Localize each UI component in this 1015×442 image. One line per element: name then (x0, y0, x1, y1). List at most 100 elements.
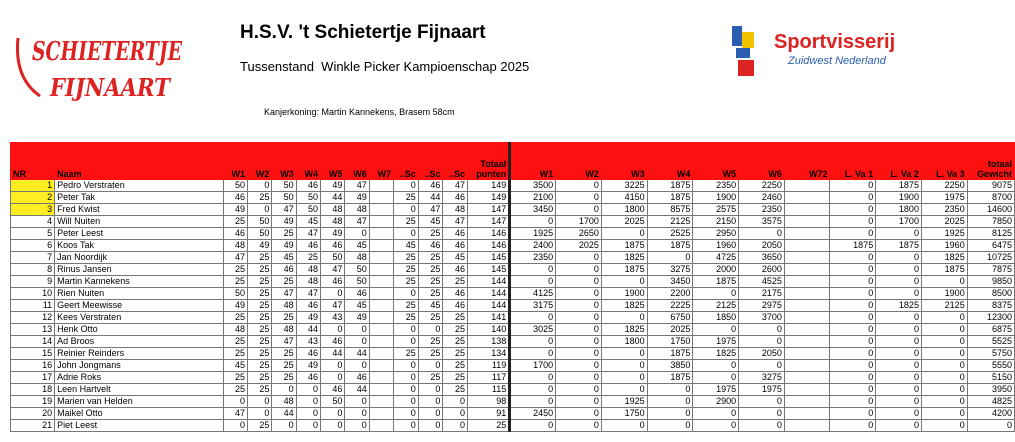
table-cell (783, 359, 831, 372)
table-cell: 0 (692, 359, 740, 372)
table-cell: Rinus Jansen (54, 263, 224, 276)
table-cell: 25 (417, 263, 444, 276)
table-cell: 98 (466, 395, 511, 408)
table-cell: 50 (320, 251, 346, 264)
table-cell: 0 (920, 335, 968, 348)
table-cell: 25 (417, 335, 444, 348)
table-row: 19 Marien van Helden 0 0 48 0 50 0 0 0 0 98 0 0 1925 0 2… (9, 395, 1015, 408)
column-header: NR (9, 142, 56, 180)
table-cell (368, 191, 395, 204)
table-cell: 0 (393, 227, 419, 240)
table-cell: 3950 (966, 383, 1015, 396)
table-cell: 46 (222, 227, 248, 240)
table-cell: 0 (646, 383, 694, 396)
table-cell: 0 (555, 275, 602, 288)
table-cell: 117 (466, 371, 511, 384)
table-cell: 0 (508, 395, 557, 408)
table-cell: 46 (320, 275, 346, 288)
table-cell: 25 (417, 275, 444, 288)
table-cell: 9850 (966, 275, 1015, 288)
table-cell: 46 (344, 371, 370, 384)
table-cell: 45 (295, 215, 322, 228)
table-cell: 25 (393, 299, 419, 312)
table-cell: 0 (555, 299, 602, 312)
column-header: W7 (368, 142, 395, 180)
table-cell: 0 (295, 407, 322, 420)
table-cell: 2200 (646, 287, 694, 300)
table-cell: 25 (295, 251, 322, 264)
table-row: 18 Leen Hartvelt 25 25 0 0 46 44 0 0 25 115 0 0 0 0 1975… (9, 383, 1015, 396)
table-cell: 45 (222, 359, 248, 372)
table-cell: 0 (555, 179, 602, 192)
table-cell: 25 (393, 215, 419, 228)
table-cell: 145 (466, 263, 511, 276)
table-cell: 0 (555, 395, 602, 408)
table-cell: 47 (271, 203, 297, 216)
table-cell: Henk Otto (54, 323, 224, 336)
table-cell: 46 (222, 191, 248, 204)
table-cell: 44 (320, 347, 346, 360)
table-cell: 1975 (920, 191, 968, 204)
table-cell: 0 (920, 383, 968, 396)
table-cell: 1825 (692, 347, 740, 360)
table-cell: 0 (417, 323, 444, 336)
table-cell (368, 419, 395, 432)
table-cell: 25 (442, 383, 468, 396)
table-cell: 1925 (920, 227, 968, 240)
table-cell: 46 (271, 263, 297, 276)
table-cell: 14 (9, 335, 56, 348)
table-cell: 45 (344, 299, 370, 312)
table-cell (368, 347, 395, 360)
table-cell: 48 (271, 323, 297, 336)
table-cell: 4125 (508, 287, 557, 300)
table-cell: 0 (600, 359, 648, 372)
table-cell: 25 (442, 347, 468, 360)
table-cell: 0 (875, 263, 922, 276)
table-cell: 45 (417, 215, 444, 228)
table-cell: 0 (508, 347, 557, 360)
table-cell: 46 (295, 179, 322, 192)
table-cell: 10725 (966, 251, 1015, 264)
table-cell: 0 (692, 419, 740, 432)
table-cell: 48 (344, 203, 370, 216)
table-cell: 15 (9, 347, 56, 360)
table-cell (368, 263, 395, 276)
table-cell: 50 (295, 191, 322, 204)
table-cell: 0 (829, 251, 877, 264)
table-cell: 0 (875, 359, 922, 372)
table-cell (783, 263, 831, 276)
table-cell: 0 (875, 419, 922, 432)
table-cell: 2025 (646, 323, 694, 336)
table-cell: 1875 (692, 275, 740, 288)
table-cell (783, 287, 831, 300)
table-cell: 25 (246, 287, 273, 300)
table-cell: 25 (393, 347, 419, 360)
table-cell: 1700 (508, 359, 557, 372)
table-cell: 141 (466, 311, 511, 324)
column-header: W72 (783, 142, 831, 180)
table-cell: 2050 (738, 239, 785, 252)
table-cell: 140 (466, 323, 511, 336)
table-cell: 0 (829, 275, 877, 288)
column-header: W2 (246, 142, 273, 180)
table-cell: 47 (222, 407, 248, 420)
table-cell: 25 (246, 335, 273, 348)
table-cell: 0 (393, 203, 419, 216)
table-cell: Jan Noordijk (54, 251, 224, 264)
table-cell: 1850 (692, 311, 740, 324)
table-cell: 25 (246, 191, 273, 204)
table-cell: 2 (9, 191, 56, 204)
table-cell: 1975 (692, 383, 740, 396)
table-cell: 1700 (555, 215, 602, 228)
table-cell: 2000 (692, 263, 740, 276)
table-cell: 0 (875, 407, 922, 420)
table-cell: 46 (295, 299, 322, 312)
table-cell: Koos Tak (54, 239, 224, 252)
table-cell: 0 (875, 371, 922, 384)
table-cell: 0 (246, 203, 273, 216)
table-row: 10 Rien Nuiten 50 25 47 47 0 46 0 25 46 144 4125 0 190… (9, 287, 1015, 300)
table-cell: 0 (600, 419, 648, 432)
column-header: ..Sc (417, 142, 444, 180)
column-header: W1 (222, 142, 248, 180)
table-cell: 47 (417, 203, 444, 216)
